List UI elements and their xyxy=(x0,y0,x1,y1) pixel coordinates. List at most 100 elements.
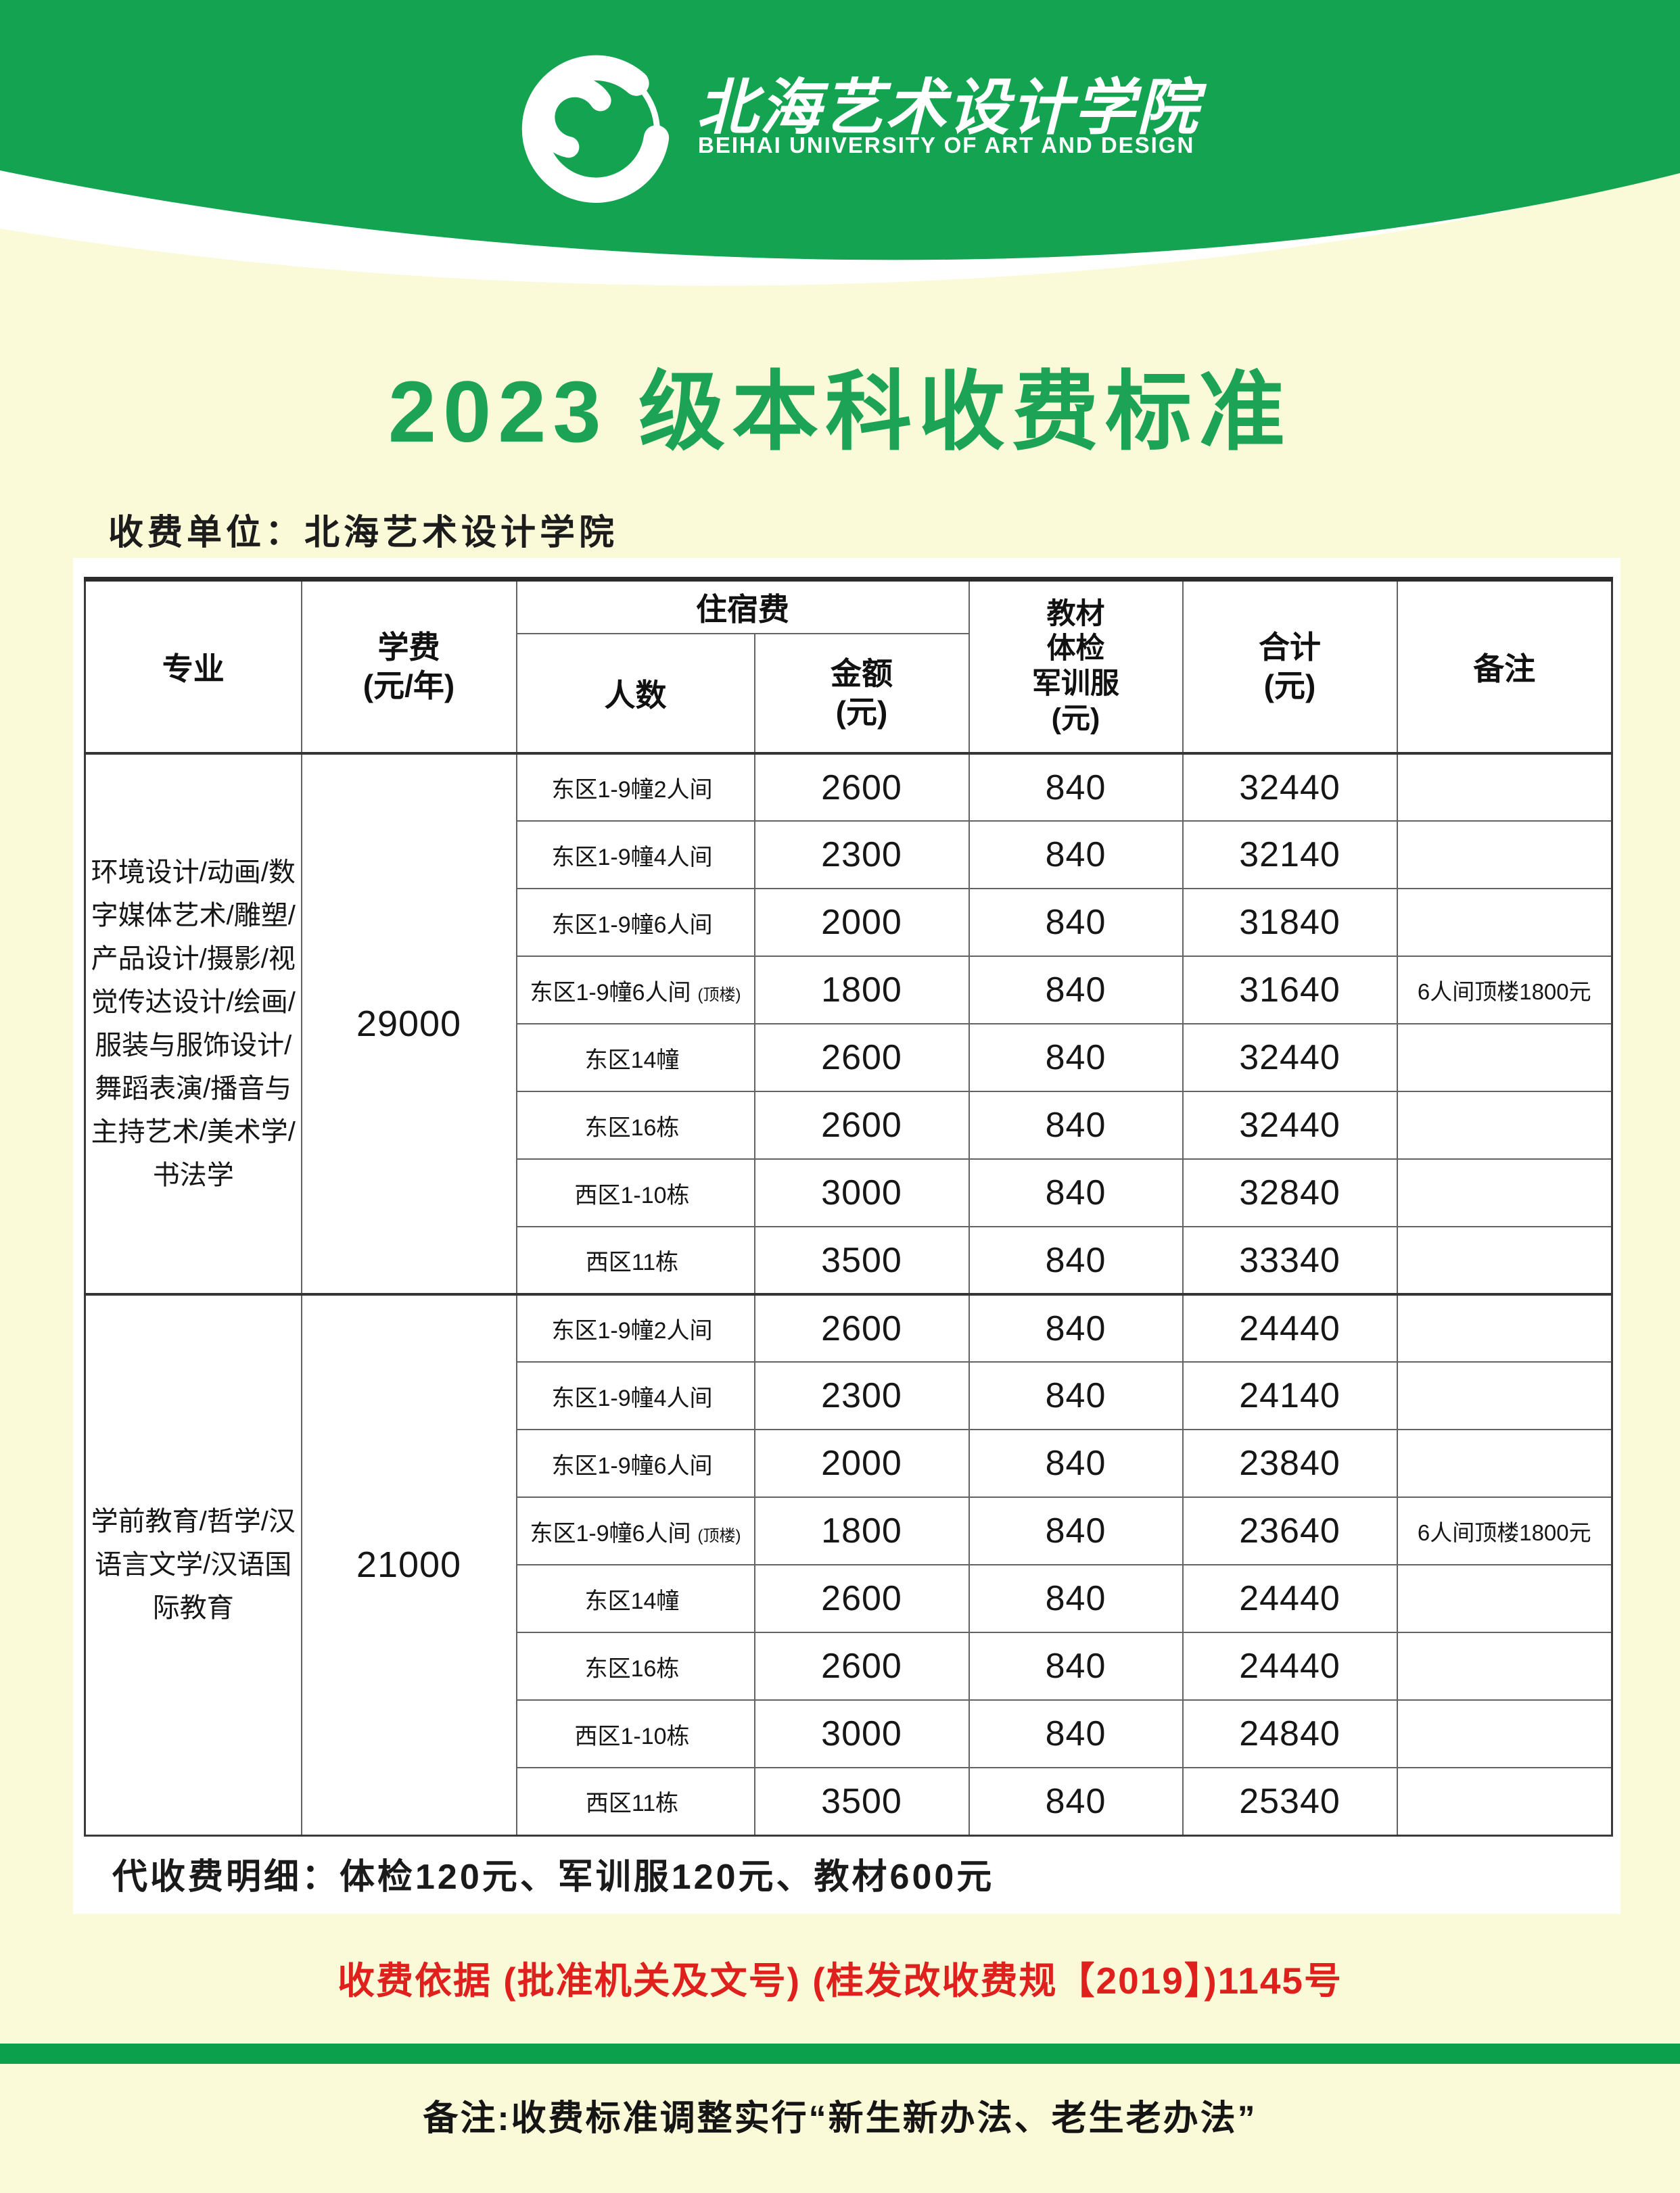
materials-cell: 840 xyxy=(968,1429,1184,1498)
table-row: 东区1-9幢6人间 2000 840 31840 xyxy=(85,888,1613,957)
materials-cell: 840 xyxy=(968,1361,1184,1430)
major-cell: 学前教育/哲学/汉语言文学/汉语国际教育 xyxy=(84,1293,302,1836)
amount-cell: 2600 xyxy=(753,753,970,822)
remark-cell xyxy=(1396,1699,1613,1768)
materials-cell: 840 xyxy=(968,753,1184,822)
remark-cell: 6人间顶楼1800元 xyxy=(1396,956,1613,1024)
col-header-amount: 金额 (元) xyxy=(753,633,970,754)
remark-cell xyxy=(1396,1023,1613,1092)
amount-cell: 2600 xyxy=(753,1091,970,1160)
amount-cell: 2000 xyxy=(753,888,970,957)
room-cell: 西区1-10栋 xyxy=(515,1158,755,1227)
table-row: 东区16栋 2600 840 24440 xyxy=(85,1632,1613,1701)
table-row: 东区1-9幢4人间 2300 840 32140 xyxy=(85,820,1613,889)
table-row: 东区1-9幢6人间 (顶楼) 1800 840 23640 6人间顶楼1800元 xyxy=(85,1496,1613,1565)
materials-cell: 840 xyxy=(968,1564,1184,1633)
remark-cell xyxy=(1396,1564,1613,1633)
remark-cell xyxy=(1396,1226,1613,1295)
room-cell: 西区11栋 xyxy=(515,1767,755,1836)
total-cell: 23640 xyxy=(1182,1496,1398,1565)
table-row: 西区1-10栋 3000 840 32840 xyxy=(85,1158,1613,1227)
room-cell: 东区1-9幢6人间 xyxy=(515,1429,755,1498)
collect-detail-line: 代收费明细：体检120元、军训服120元、教材600元 xyxy=(112,1858,995,1897)
materials-cell: 840 xyxy=(968,1699,1184,1768)
header-row-2: 人数 金额 (元) xyxy=(85,633,1612,754)
major-cell: 环境设计/动画/数字媒体艺术/雕塑/产品设计/摄影/视觉传达设计/绘画/服装与服… xyxy=(84,753,302,1295)
table-row: 西区11栋 3500 840 33340 xyxy=(85,1226,1613,1295)
materials-cell: 840 xyxy=(968,1091,1184,1160)
amount-cell: 3500 xyxy=(753,1226,970,1295)
amount-cell: 2600 xyxy=(753,1293,970,1363)
table-row: 东区1-9幢6人间 2000 840 23840 xyxy=(85,1429,1613,1498)
tuition-cell: 29000 xyxy=(300,753,517,1295)
header-row-1: 专业 学费 (元/年) 住宿费 教材 体检 军训服 (元) 合计 (元) 备注 xyxy=(84,578,1613,754)
materials-cell: 840 xyxy=(968,1293,1184,1363)
total-cell: 24840 xyxy=(1182,1699,1398,1768)
divider-band xyxy=(0,2044,1680,2064)
university-name-cn: 北海艺术设计学院 xyxy=(697,75,1200,142)
room-cell: 东区14幢 xyxy=(515,1023,755,1092)
amount-cell: 3000 xyxy=(753,1699,970,1768)
total-cell: 32440 xyxy=(1182,1091,1398,1160)
bottom-note-line: 备注:收费标准调整实行“新生新办法、老生老办法” xyxy=(423,2099,1257,2138)
room-cell: 东区16栋 xyxy=(515,1091,755,1160)
tuition-cell: 21000 xyxy=(300,1293,517,1836)
amount-cell: 2300 xyxy=(753,820,970,889)
room-cell: 东区1-9幢6人间 xyxy=(515,888,755,957)
total-cell: 24440 xyxy=(1182,1632,1398,1701)
total-cell: 32440 xyxy=(1182,1023,1398,1092)
room-cell: 东区1-9幢6人间 (顶楼) xyxy=(515,956,755,1024)
total-cell: 25340 xyxy=(1182,1767,1398,1836)
amount-cell: 3000 xyxy=(753,1158,970,1227)
table-row: 东区14幢 2600 840 24440 xyxy=(85,1564,1613,1633)
materials-cell: 840 xyxy=(968,820,1184,889)
remark-cell xyxy=(1396,1767,1613,1836)
room-cell: 东区1-9幢2人间 xyxy=(515,1293,755,1363)
room-cell: 东区14幢 xyxy=(515,1564,755,1633)
materials-cell: 840 xyxy=(968,1158,1184,1227)
col-header-total: 合计 (元) xyxy=(1182,578,1398,754)
amount-cell: 2600 xyxy=(753,1023,970,1092)
amount-cell: 2600 xyxy=(753,1632,970,1701)
header-banner: 北海艺术设计学院 BEIHAI UNIVERSITY OF ART AND DE… xyxy=(0,0,1680,298)
materials-cell: 840 xyxy=(968,1632,1184,1701)
remark-cell xyxy=(1396,1293,1613,1363)
table-row: 东区14幢 2600 840 32440 xyxy=(85,1023,1613,1092)
remark-cell xyxy=(1396,1091,1613,1160)
total-cell: 24140 xyxy=(1182,1361,1398,1430)
remark-cell xyxy=(1396,820,1613,889)
table-row: 环境设计/动画/数字媒体艺术/雕塑/产品设计/摄影/视觉传达设计/绘画/服装与服… xyxy=(84,753,1613,1295)
page-title: 2023 级本科收费标准 xyxy=(388,364,1292,461)
materials-cell: 840 xyxy=(968,1226,1184,1295)
room-cell: 西区1-10栋 xyxy=(515,1699,755,1768)
col-header-major: 专业 xyxy=(84,578,302,754)
header-curve-background xyxy=(0,0,1680,286)
room-cell: 东区16栋 xyxy=(515,1632,755,1701)
total-cell: 24440 xyxy=(1182,1293,1398,1363)
remark-cell xyxy=(1396,1429,1613,1498)
total-cell: 31640 xyxy=(1182,956,1398,1024)
col-header-accommodation: 住宿费 xyxy=(515,578,970,634)
total-cell: 32840 xyxy=(1182,1158,1398,1227)
room-cell: 西区11栋 xyxy=(515,1226,755,1295)
room-cell: 东区1-9幢4人间 xyxy=(515,820,755,889)
amount-cell: 2600 xyxy=(753,1564,970,1633)
materials-cell: 840 xyxy=(968,1496,1184,1565)
university-swirl-logo-icon xyxy=(521,55,670,203)
remark-cell xyxy=(1396,753,1613,822)
col-header-remark: 备注 xyxy=(1396,578,1613,754)
col-header-tuition: 学费 (元/年) xyxy=(300,578,517,754)
table-row: 东区16栋 2600 840 32440 xyxy=(85,1091,1613,1160)
materials-cell: 840 xyxy=(968,956,1184,1024)
amount-cell: 3500 xyxy=(753,1767,970,1836)
table-row: 东区1-9幢4人间 2300 840 24140 xyxy=(85,1361,1613,1430)
materials-cell: 840 xyxy=(968,1023,1184,1092)
table-row: 学前教育/哲学/汉语言文学/汉语国际教育 21000 东区1-9幢2人间 260… xyxy=(84,1293,1613,1836)
col-header-materials: 教材 体检 军训服 (元) xyxy=(968,578,1184,754)
col-header-people: 人数 xyxy=(515,633,755,754)
table-row: 西区1-10栋 3000 840 24840 xyxy=(85,1699,1613,1768)
room-cell: 东区1-9幢6人间 (顶楼) xyxy=(515,1496,755,1565)
remark-cell xyxy=(1396,1361,1613,1430)
remark-cell xyxy=(1396,1632,1613,1701)
